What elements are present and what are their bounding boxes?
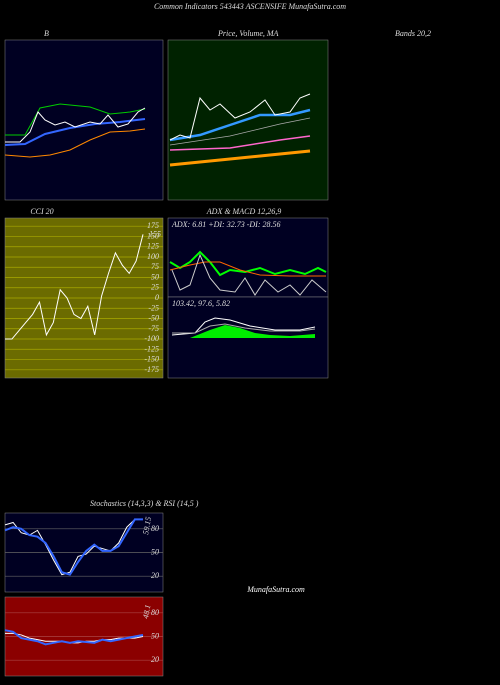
panel-title: ADX & MACD 12,26,9 <box>206 207 281 216</box>
ma-line <box>169 117 311 146</box>
y-tick-label: -50 <box>148 314 159 323</box>
price-line <box>5 107 146 143</box>
y-tick-label: 50 <box>151 632 159 641</box>
di-line <box>169 261 326 277</box>
y-tick-label: 25 <box>151 283 159 292</box>
macd-histogram <box>190 325 315 338</box>
annotation: 59.15 <box>141 516 153 535</box>
data-label: 155 <box>149 229 161 238</box>
di-line <box>169 250 327 277</box>
macd-signal <box>172 323 316 334</box>
y-tick-label: 20 <box>151 571 159 580</box>
y-tick-label: 50 <box>151 272 159 281</box>
band-line <box>5 103 146 136</box>
band-line <box>4 118 146 146</box>
y-tick-label: 100 <box>147 252 159 261</box>
y-tick-label: 75 <box>151 262 159 271</box>
y-tick-label: -125 <box>144 344 159 353</box>
panel-title: Price, Volume, MA <box>217 29 279 38</box>
ma-line <box>169 108 311 142</box>
y-tick-label: 150 <box>147 231 159 240</box>
y-tick-label: 0 <box>155 293 159 302</box>
y-tick-label: -75 <box>148 324 159 333</box>
panel-title: Stochastics (14,3,3) & RSI (14,5 ) <box>90 499 199 508</box>
series-line <box>4 518 143 576</box>
panel-title: Bands 20,2 <box>395 29 431 38</box>
y-tick-label: 20 <box>151 655 159 664</box>
page-title: Common Indicators 543443 ASCENSIFE Munaf… <box>154 2 346 11</box>
y-tick-label: -25 <box>148 303 159 312</box>
panel-title: CCI 20 <box>30 207 53 216</box>
ma-line <box>169 149 311 167</box>
ma-line <box>169 135 311 151</box>
band-line <box>4 128 146 158</box>
price-line <box>169 93 311 141</box>
y-tick-label: 80 <box>151 524 159 533</box>
adx-text: ADX: 6.81 +DI: 32.73 -DI: 28.56 <box>171 220 281 229</box>
annotation: 48.1 <box>141 604 152 619</box>
y-tick-label: 80 <box>151 608 159 617</box>
macd-text: 103.42, 97.6, 5.82 <box>172 299 230 308</box>
series-line <box>4 629 144 646</box>
y-tick-label: -175 <box>144 365 159 374</box>
panel <box>167 217 329 298</box>
y-tick-label: 125 <box>147 242 159 251</box>
y-tick-label: 50 <box>151 548 159 557</box>
y-tick-label: 175 <box>147 221 159 230</box>
adx-line <box>171 253 327 296</box>
watermark: MunafaSutra.com <box>246 585 305 594</box>
y-tick-label: -150 <box>144 355 159 364</box>
series-line <box>5 234 144 340</box>
panel-title: B <box>44 29 49 38</box>
y-tick-label: -100 <box>144 334 159 343</box>
macd-line <box>171 317 316 336</box>
